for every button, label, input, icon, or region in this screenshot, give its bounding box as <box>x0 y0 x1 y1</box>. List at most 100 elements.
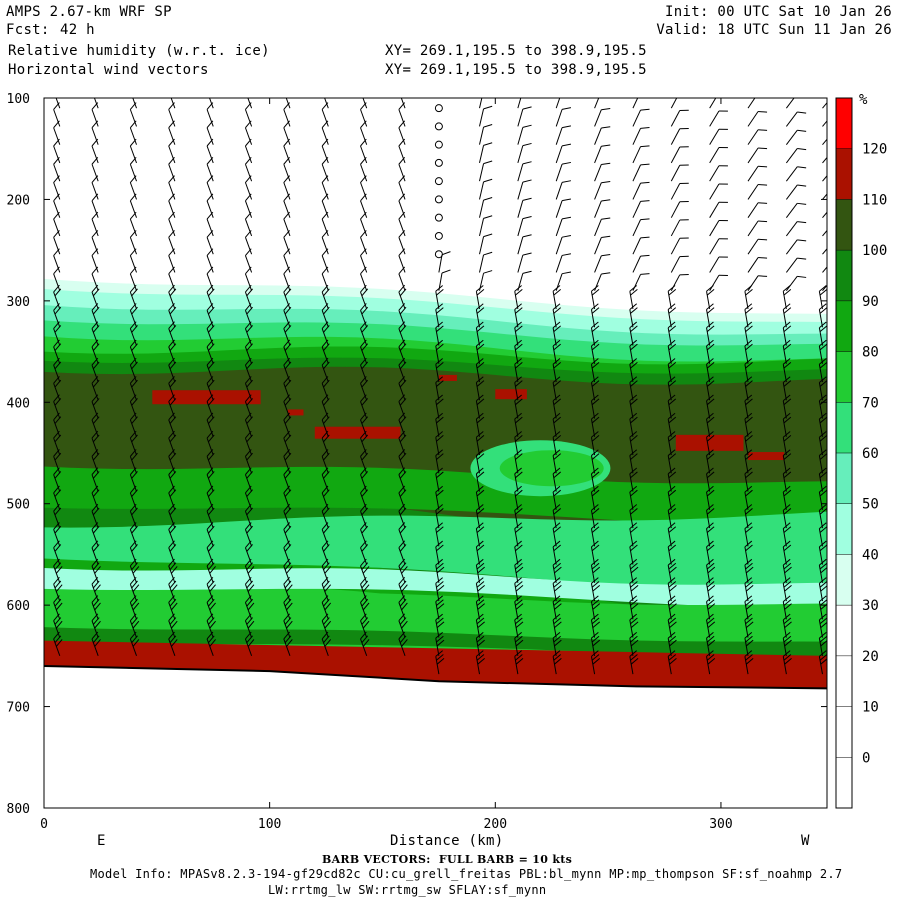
wind-barb-flag <box>783 508 792 515</box>
wind-barb-staff <box>667 491 672 510</box>
wind-barb-flag <box>591 562 600 570</box>
wind-barb-staff <box>594 146 602 164</box>
wind-barb-staff <box>435 473 440 492</box>
wind-barb-staff <box>785 148 798 164</box>
wind-barb-staff <box>822 156 827 164</box>
wind-barb-flag <box>476 540 484 548</box>
wind-barb-flag <box>360 230 367 238</box>
wind-barb-flag <box>399 598 407 607</box>
wind-barb-flag <box>782 485 791 493</box>
wind-barb-flag <box>552 650 561 657</box>
wind-barb-flag <box>630 307 638 314</box>
wind-barb-flag <box>706 522 714 529</box>
wind-barb-flag <box>245 613 252 622</box>
wind-barb-flag <box>399 306 407 315</box>
wind-barb-staff <box>206 638 214 657</box>
model-info: Model Info: MPASv8.2.3-194-gf29cd82c CU:… <box>90 867 843 881</box>
wind-barb-flag <box>168 631 175 640</box>
wind-barb-flag <box>552 358 561 365</box>
wind-barb-flag <box>132 620 140 629</box>
wind-barb-flag <box>435 412 443 420</box>
wind-barb-flag <box>782 540 791 548</box>
wind-barb-flag <box>483 124 493 128</box>
rh-dry-slot <box>44 567 827 609</box>
wind-barb-flag <box>246 580 253 589</box>
wind-barb-flag <box>206 613 214 622</box>
wind-barb-flag <box>819 376 827 383</box>
wind-barb-flag <box>321 230 329 238</box>
wind-barb-staff <box>706 345 711 364</box>
wind-barb-flag <box>168 394 175 402</box>
wind-barb-staff <box>168 437 176 456</box>
wind-barb-flag <box>591 307 600 314</box>
wind-barb-staff <box>785 221 798 237</box>
wind-barb-staff <box>53 456 61 474</box>
wind-barb-flag <box>132 639 140 647</box>
wind-barb-staff <box>398 310 406 328</box>
wind-barb-flag <box>552 504 561 511</box>
wind-barb-flag <box>745 288 753 296</box>
wind-barb-staff <box>629 418 634 437</box>
wind-barb-flag <box>667 522 676 529</box>
wind-barb-flag <box>168 412 175 421</box>
wind-barb-flag <box>284 325 292 333</box>
wind-barb-flag <box>514 358 522 365</box>
wind-barb-flag <box>706 398 715 406</box>
wind-barb-flag <box>245 558 252 567</box>
wind-barb-flag <box>782 412 791 420</box>
wind-barb-flag <box>441 251 451 256</box>
wind-barb-flag <box>561 271 572 275</box>
wind-barb-flag <box>819 599 827 606</box>
wind-barb-flag <box>321 394 329 402</box>
wind-barb-flag <box>476 325 485 333</box>
wind-barb-flag <box>360 175 367 183</box>
wind-barb-staff <box>360 310 368 328</box>
wind-barb-flag <box>630 603 639 610</box>
wind-barb-staff <box>785 257 798 273</box>
wind-barb-staff <box>594 182 602 200</box>
wind-barb-flag <box>591 631 599 639</box>
wind-barb-flag <box>591 398 600 406</box>
wind-barb-staff <box>53 291 61 310</box>
wind-barb-flag <box>553 617 561 625</box>
wind-barb-flag <box>94 639 101 647</box>
wind-barb-flag <box>131 525 138 534</box>
wind-barb-flag <box>209 639 216 647</box>
wind-barb-staff <box>818 345 823 364</box>
wind-barb-flag <box>819 522 827 529</box>
wind-barb-flag <box>398 503 406 512</box>
wind-barb-flag <box>245 467 252 475</box>
wind-barb-flag <box>168 485 175 494</box>
wind-barb-flag <box>284 471 292 479</box>
wind-barb-flag <box>206 321 214 329</box>
wind-barb-flag <box>131 343 138 351</box>
wind-barb-flag <box>552 522 561 529</box>
plot-frame <box>43 97 828 809</box>
wind-barb-flag <box>91 595 99 603</box>
wind-barb-staff <box>283 584 291 602</box>
wind-barb-staff <box>283 419 291 437</box>
wind-barb-staff <box>479 163 485 182</box>
wind-barb-staff <box>555 218 563 237</box>
colorbar-bin <box>836 757 852 808</box>
wind-barb-staff <box>91 310 99 328</box>
wind-barb-flag <box>321 558 329 567</box>
wind-barb-staff <box>552 473 557 492</box>
wind-barb-flag <box>54 434 62 443</box>
wind-barb-staff <box>514 382 519 401</box>
wind-barb-flag <box>706 416 715 424</box>
wind-barb-staff <box>93 98 99 109</box>
wind-barb-flag <box>552 303 561 310</box>
colorbar-bin <box>836 98 852 149</box>
wind-barb-staff <box>129 237 137 255</box>
wind-barb-flag <box>206 266 214 275</box>
wind-barb-flag <box>129 613 137 622</box>
wind-barb-flag <box>54 507 62 516</box>
wind-barbs <box>53 98 827 675</box>
wind-barb-flag <box>129 449 137 457</box>
wind-barb-flag <box>667 394 676 402</box>
wind-barb-staff <box>321 638 329 657</box>
wind-barb-staff <box>129 584 137 602</box>
wind-barb-flag <box>53 157 60 165</box>
